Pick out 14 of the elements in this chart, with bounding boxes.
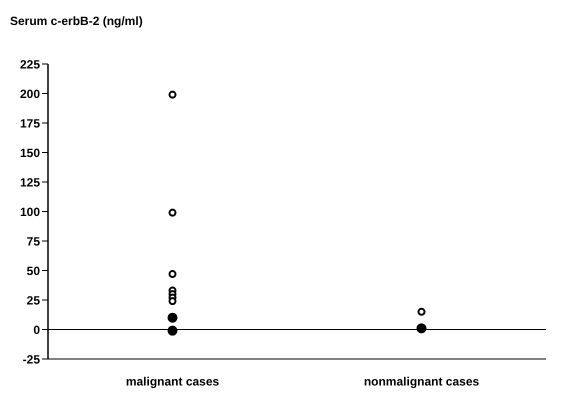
x-tick-label: malignant cases (126, 374, 220, 389)
y-tick-label: 100 (20, 204, 40, 219)
y-tick-label: 200 (20, 86, 40, 101)
y-tick-label: 50 (26, 264, 40, 278)
y-tick-label: 25 (26, 293, 40, 308)
y-tick-label: 75 (26, 234, 40, 248)
y-tick-label: 150 (20, 146, 40, 160)
y-tick-label: -25 (22, 352, 40, 366)
chart-title: Serum c-erbB-2 (ng/ml) (9, 13, 144, 30)
y-tick-label: 175 (20, 116, 40, 130)
x-tick-label: nonmalignant cases (364, 374, 480, 389)
y-tick-label: 0 (33, 322, 40, 337)
y-tick-label: 125 (20, 175, 40, 190)
y-tick-label: 225 (20, 57, 40, 72)
